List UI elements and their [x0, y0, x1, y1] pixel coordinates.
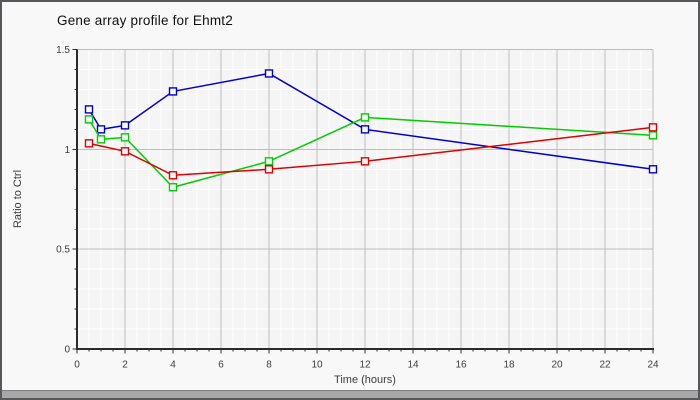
series-blue-marker: [168, 87, 178, 96]
series-blue-marker: [84, 105, 94, 114]
y-tick-label: 0.5: [56, 245, 70, 256]
x-tick-label: 8: [266, 360, 272, 371]
series-red-marker: [120, 147, 130, 156]
series-green: [84, 113, 658, 192]
series-red-line: [88, 126, 654, 177]
x-tick-label: 10: [311, 360, 323, 371]
series-blue-marker: [96, 125, 106, 134]
x-tick-label: 6: [218, 360, 224, 371]
y-axis-label: Ratio to Ctrl: [12, 170, 24, 228]
x-axis-label: Time (hours): [334, 374, 396, 386]
gridlines-major: [77, 49, 654, 349]
y-tick-label: 1: [64, 145, 70, 156]
x-tick-label: 18: [503, 360, 515, 371]
y-tick-label: 0: [64, 345, 70, 356]
series-red-marker: [360, 157, 370, 166]
series-green-marker: [120, 133, 130, 142]
series-blue-marker: [264, 69, 274, 78]
x-tick-label: 12: [359, 360, 371, 371]
x-tick-label: 2: [122, 360, 128, 371]
series-red-marker: [84, 139, 94, 148]
y-tick-label: 1.5: [56, 45, 70, 56]
series-blue: [84, 69, 658, 174]
x-tick-label: 24: [647, 360, 659, 371]
page-title: Gene array profile for Ehmt2: [57, 13, 233, 28]
series-green-marker: [168, 183, 178, 192]
series-green-marker: [360, 113, 370, 122]
series-green-marker: [264, 157, 274, 166]
series-green-marker: [84, 115, 94, 124]
series-blue-marker: [120, 121, 130, 130]
series-green-marker: [648, 131, 658, 140]
x-tick-label: 14: [407, 360, 419, 371]
bottom-bar: [2, 390, 698, 398]
series-blue-marker: [648, 165, 658, 174]
x-tick-label: 22: [599, 360, 611, 371]
series-blue-marker: [360, 125, 370, 134]
series-red-marker: [264, 165, 274, 174]
axes: [76, 49, 654, 350]
series-red-marker: [168, 171, 178, 180]
x-tick-label: 4: [170, 360, 176, 371]
series-red-marker: [648, 123, 658, 132]
x-tick-label: 20: [551, 360, 563, 371]
x-tick-label: 16: [455, 360, 467, 371]
series-red: [84, 123, 658, 180]
x-tick-label: 0: [74, 360, 80, 371]
series-green-marker: [96, 135, 106, 144]
